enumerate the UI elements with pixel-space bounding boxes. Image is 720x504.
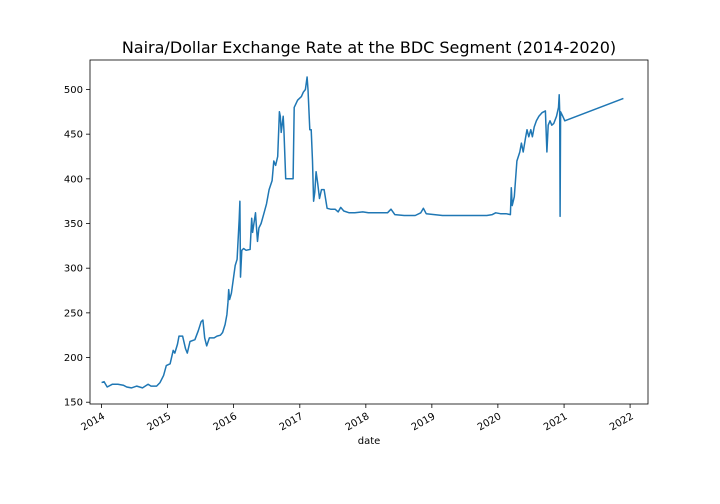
x-axis-label: date	[358, 436, 381, 447]
series-line-0	[101, 76, 624, 389]
chart-title: Naira/Dollar Exchange Rate at the BDC Se…	[122, 38, 616, 57]
y-tick-label: 200	[64, 353, 83, 364]
y-tick-label: 500	[64, 85, 83, 96]
plot-frame	[89, 59, 649, 405]
y-tick-label: 150	[64, 398, 83, 409]
y-tick-label: 450	[64, 130, 83, 141]
y-tick-label: 350	[64, 219, 83, 230]
y-tick-label: 300	[64, 264, 83, 275]
y-axis: 150 200 250 300 350 400 450 500	[64, 85, 90, 409]
y-tick-label: 400	[64, 174, 83, 185]
y-tick-label: 250	[64, 308, 83, 319]
plot-area	[89, 59, 649, 405]
